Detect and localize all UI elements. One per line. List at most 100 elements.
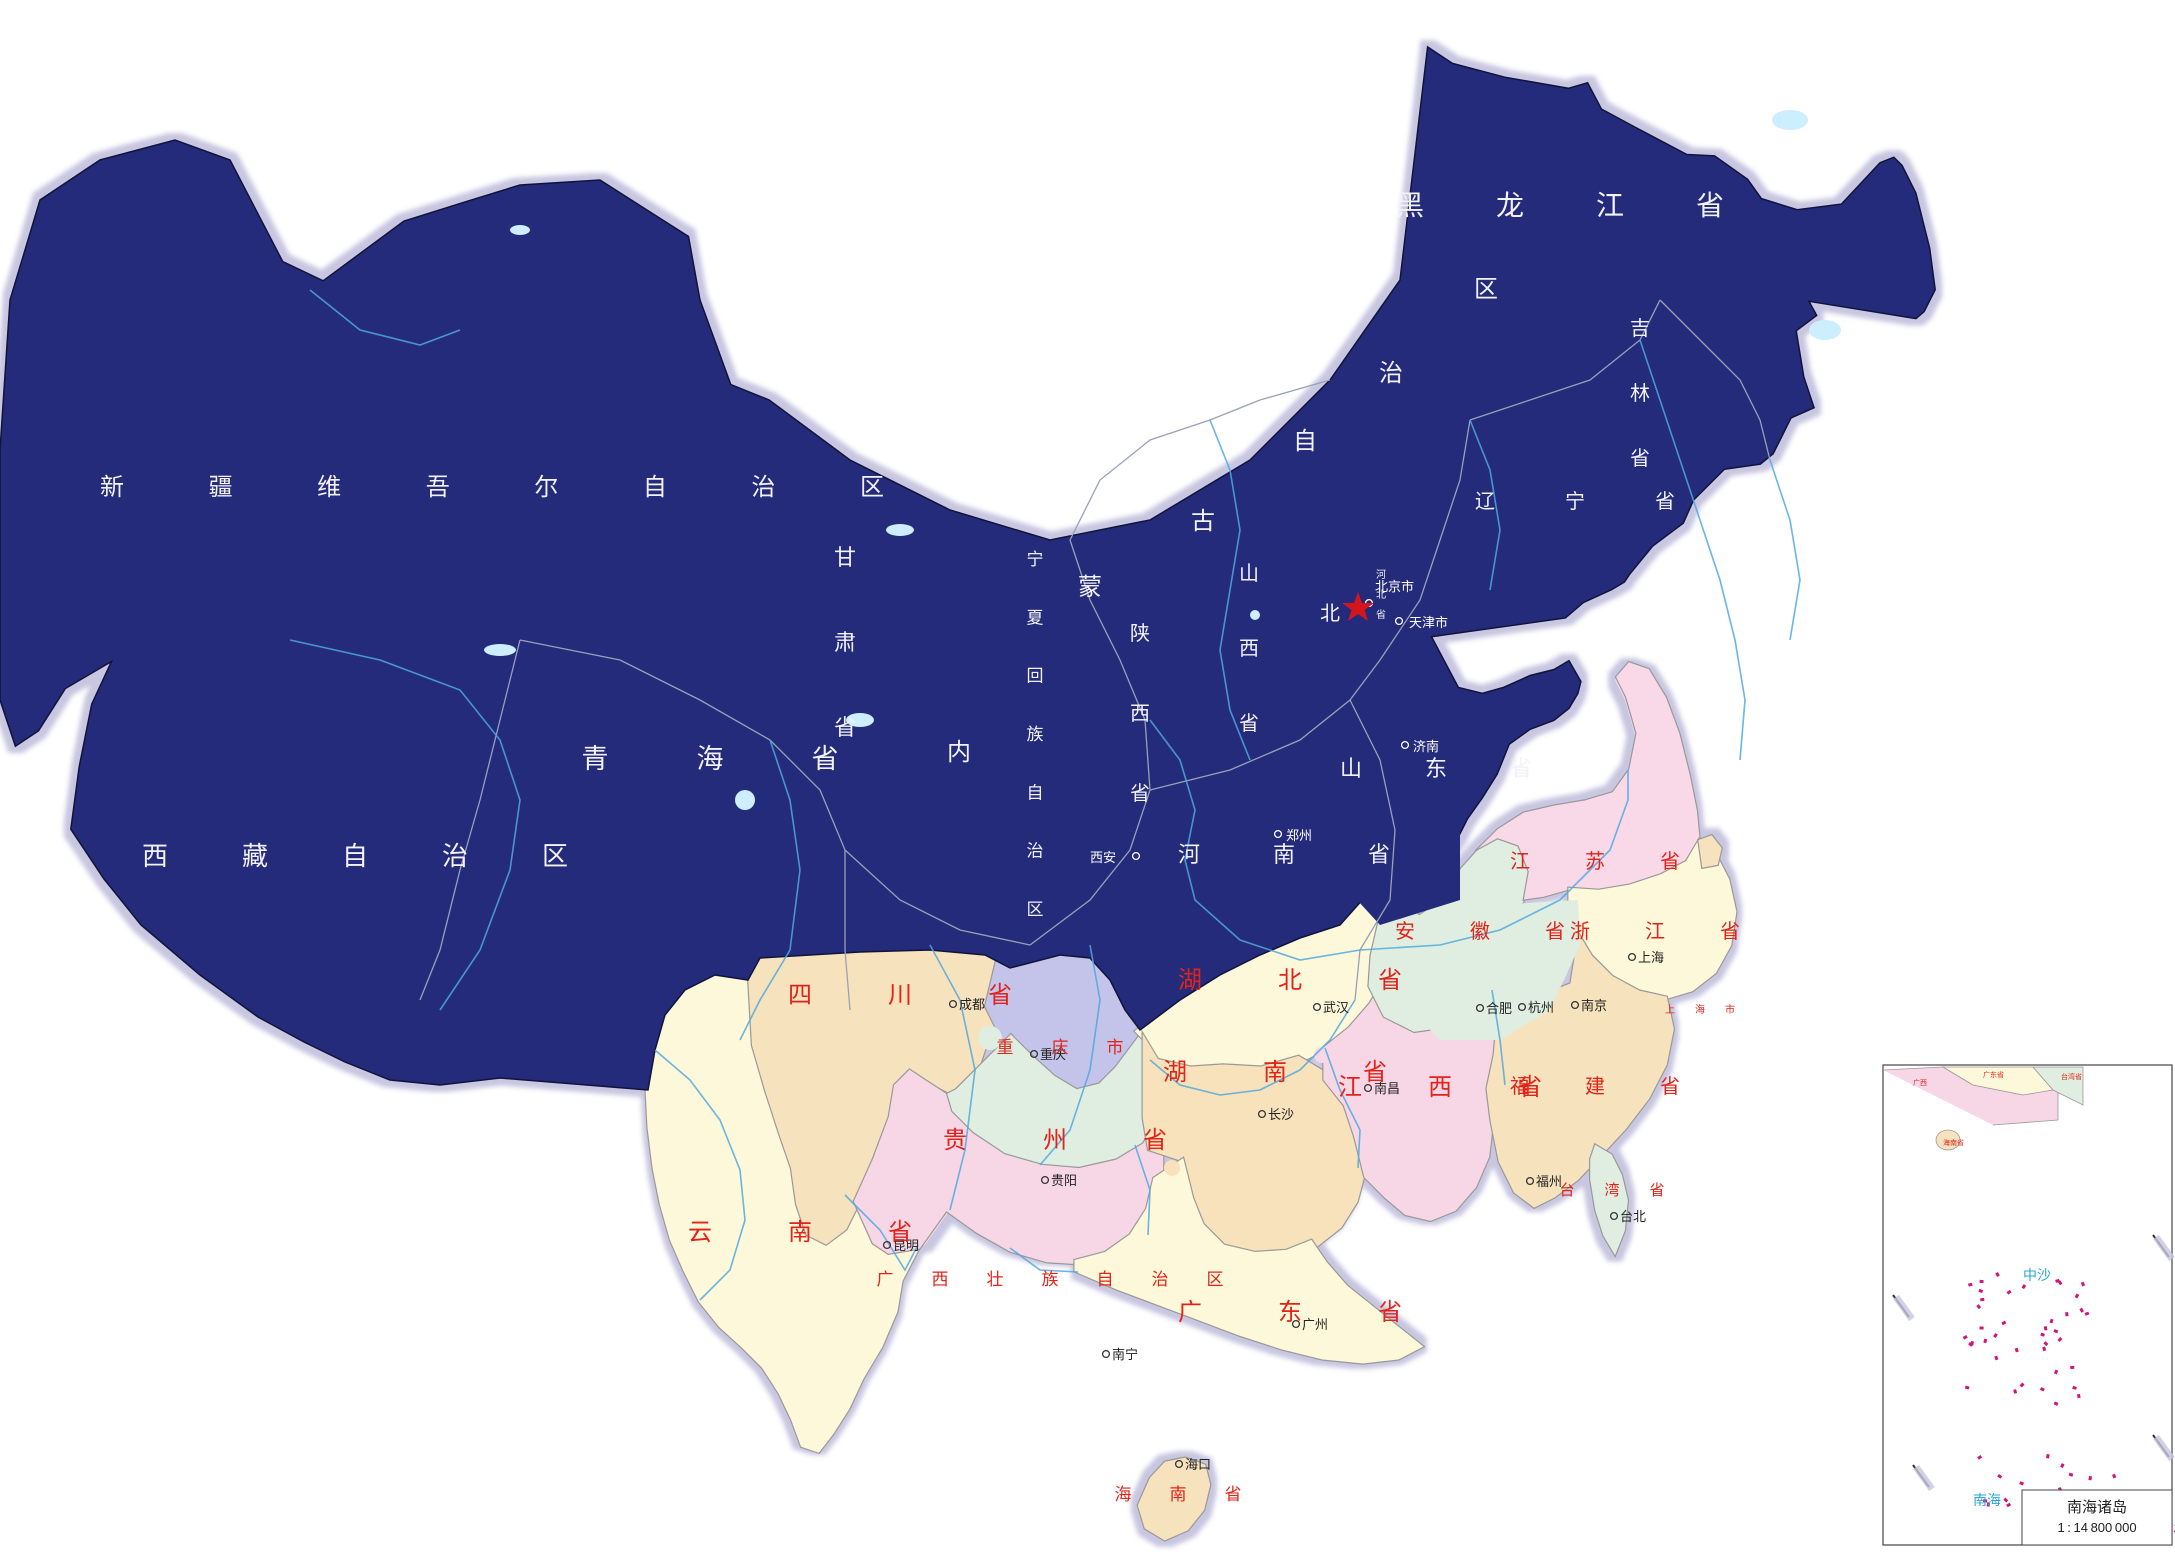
svg-text:浙: 浙 xyxy=(1570,920,1590,943)
svg-text:区: 区 xyxy=(860,474,884,501)
svg-text:湖: 湖 xyxy=(1178,967,1202,994)
svg-text:贵阳: 贵阳 xyxy=(1051,1173,1077,1188)
svg-text:成都: 成都 xyxy=(959,997,985,1012)
svg-text:省: 省 xyxy=(988,982,1012,1009)
svg-text:自: 自 xyxy=(1027,783,1044,802)
svg-text:自: 自 xyxy=(342,841,368,871)
svg-text:省: 省 xyxy=(1655,490,1675,513)
svg-text:省: 省 xyxy=(1545,920,1565,943)
svg-text:省: 省 xyxy=(1510,756,1532,781)
svg-text:宁: 宁 xyxy=(1027,550,1044,569)
svg-text:北: 北 xyxy=(1320,602,1340,625)
svg-text:治: 治 xyxy=(1379,360,1403,387)
svg-text:广: 广 xyxy=(1178,1299,1202,1326)
svg-text:蒙: 蒙 xyxy=(1078,574,1102,601)
svg-text:壮: 壮 xyxy=(987,1270,1004,1289)
svg-text:长沙: 长沙 xyxy=(1268,1107,1294,1122)
svg-text:湾: 湾 xyxy=(1604,1182,1619,1199)
svg-text:西: 西 xyxy=(932,1270,949,1289)
svg-text:夏: 夏 xyxy=(1027,608,1044,627)
svg-text:重: 重 xyxy=(997,1038,1014,1057)
svg-text:建: 建 xyxy=(1585,1075,1605,1098)
svg-text:西: 西 xyxy=(1239,638,1259,660)
svg-text:维: 维 xyxy=(317,474,341,501)
svg-text:自: 自 xyxy=(1097,1270,1114,1289)
svg-text:宁: 宁 xyxy=(1565,490,1585,513)
svg-text:上海: 上海 xyxy=(1638,950,1664,965)
svg-text:林: 林 xyxy=(1630,382,1650,405)
svg-text:安: 安 xyxy=(1395,920,1415,943)
svg-text:广州: 广州 xyxy=(1302,1317,1328,1332)
svg-text:区: 区 xyxy=(1474,276,1498,303)
svg-text:陕: 陕 xyxy=(1130,622,1150,645)
svg-text:南: 南 xyxy=(788,1219,812,1246)
svg-text:省: 省 xyxy=(1696,190,1724,221)
svg-text:疆: 疆 xyxy=(209,474,233,501)
svg-text:广: 广 xyxy=(877,1270,894,1289)
svg-text:山: 山 xyxy=(1340,756,1362,781)
svg-text:省: 省 xyxy=(1649,1182,1664,1199)
svg-text:广东省: 广东省 xyxy=(1983,1070,2004,1079)
svg-text:市: 市 xyxy=(1107,1038,1124,1057)
svg-text:尔: 尔 xyxy=(534,474,558,501)
svg-text:省: 省 xyxy=(1225,1485,1242,1504)
svg-text:省: 省 xyxy=(834,715,856,740)
svg-text:治: 治 xyxy=(442,841,468,871)
svg-text:四: 四 xyxy=(788,982,812,1009)
svg-text:西安: 西安 xyxy=(1090,850,1116,865)
svg-text:古: 古 xyxy=(1191,508,1215,535)
svg-text:青: 青 xyxy=(582,744,609,774)
svg-text:海南省: 海南省 xyxy=(1943,1138,1964,1147)
svg-text:川: 川 xyxy=(888,982,912,1009)
svg-text:西: 西 xyxy=(1428,1074,1452,1101)
svg-text:福州: 福州 xyxy=(1536,1174,1562,1189)
svg-text:中沙: 中沙 xyxy=(2023,1267,2051,1283)
svg-text:台湾省: 台湾省 xyxy=(2061,1072,2082,1081)
svg-text:甘: 甘 xyxy=(834,545,856,570)
svg-text:内: 内 xyxy=(947,739,971,766)
svg-text:省: 省 xyxy=(1130,782,1150,805)
svg-text:武汉: 武汉 xyxy=(1323,1000,1349,1015)
svg-text:南: 南 xyxy=(1263,1059,1287,1086)
svg-text:1 : 14 800 000: 1 : 14 800 000 xyxy=(2057,1520,2136,1535)
svg-text:天津市: 天津市 xyxy=(1409,615,1448,630)
svg-text:龙: 龙 xyxy=(1496,190,1524,221)
svg-text:辽: 辽 xyxy=(1475,490,1495,513)
svg-text:台北: 台北 xyxy=(1620,1209,1646,1224)
svg-text:东: 东 xyxy=(1425,756,1447,781)
svg-text:庆: 庆 xyxy=(1052,1038,1069,1057)
svg-text:南海: 南海 xyxy=(1973,1492,2001,1508)
svg-text:自: 自 xyxy=(643,474,667,501)
svg-text:北: 北 xyxy=(1376,589,1386,601)
svg-text:云: 云 xyxy=(688,1219,712,1246)
svg-text:省: 省 xyxy=(1378,967,1402,994)
svg-text:区: 区 xyxy=(542,841,568,871)
svg-text:区: 区 xyxy=(1207,1270,1224,1289)
svg-text:江: 江 xyxy=(1645,920,1665,943)
svg-text:新: 新 xyxy=(100,474,124,501)
svg-text:南: 南 xyxy=(1273,842,1295,867)
svg-text:省: 省 xyxy=(1720,920,1740,943)
svg-text:治: 治 xyxy=(1027,842,1044,861)
svg-text:郑州: 郑州 xyxy=(1286,828,1312,843)
svg-text:福: 福 xyxy=(1510,1075,1530,1098)
svg-text:藏: 藏 xyxy=(242,841,268,871)
svg-text:吉: 吉 xyxy=(1630,317,1650,340)
svg-text:族: 族 xyxy=(1042,1270,1059,1289)
svg-text:西: 西 xyxy=(1130,703,1150,725)
svg-text:河: 河 xyxy=(1376,569,1386,581)
svg-text:省: 省 xyxy=(1630,447,1650,470)
svg-text:省: 省 xyxy=(1368,842,1390,867)
svg-text:黑: 黑 xyxy=(1396,190,1424,221)
svg-text:州: 州 xyxy=(1043,1127,1067,1154)
svg-text:区: 区 xyxy=(1027,900,1044,919)
svg-text:自: 自 xyxy=(1293,428,1317,455)
svg-text:杭州: 杭州 xyxy=(1528,1000,1554,1015)
svg-text:省: 省 xyxy=(1660,1075,1680,1098)
svg-text:江: 江 xyxy=(1596,190,1624,221)
svg-text:济南: 济南 xyxy=(1413,739,1439,754)
svg-text:吾: 吾 xyxy=(426,474,450,501)
svg-text:海: 海 xyxy=(1115,1485,1132,1504)
svg-text:治: 治 xyxy=(751,474,775,501)
svg-text:江: 江 xyxy=(1338,1074,1362,1101)
